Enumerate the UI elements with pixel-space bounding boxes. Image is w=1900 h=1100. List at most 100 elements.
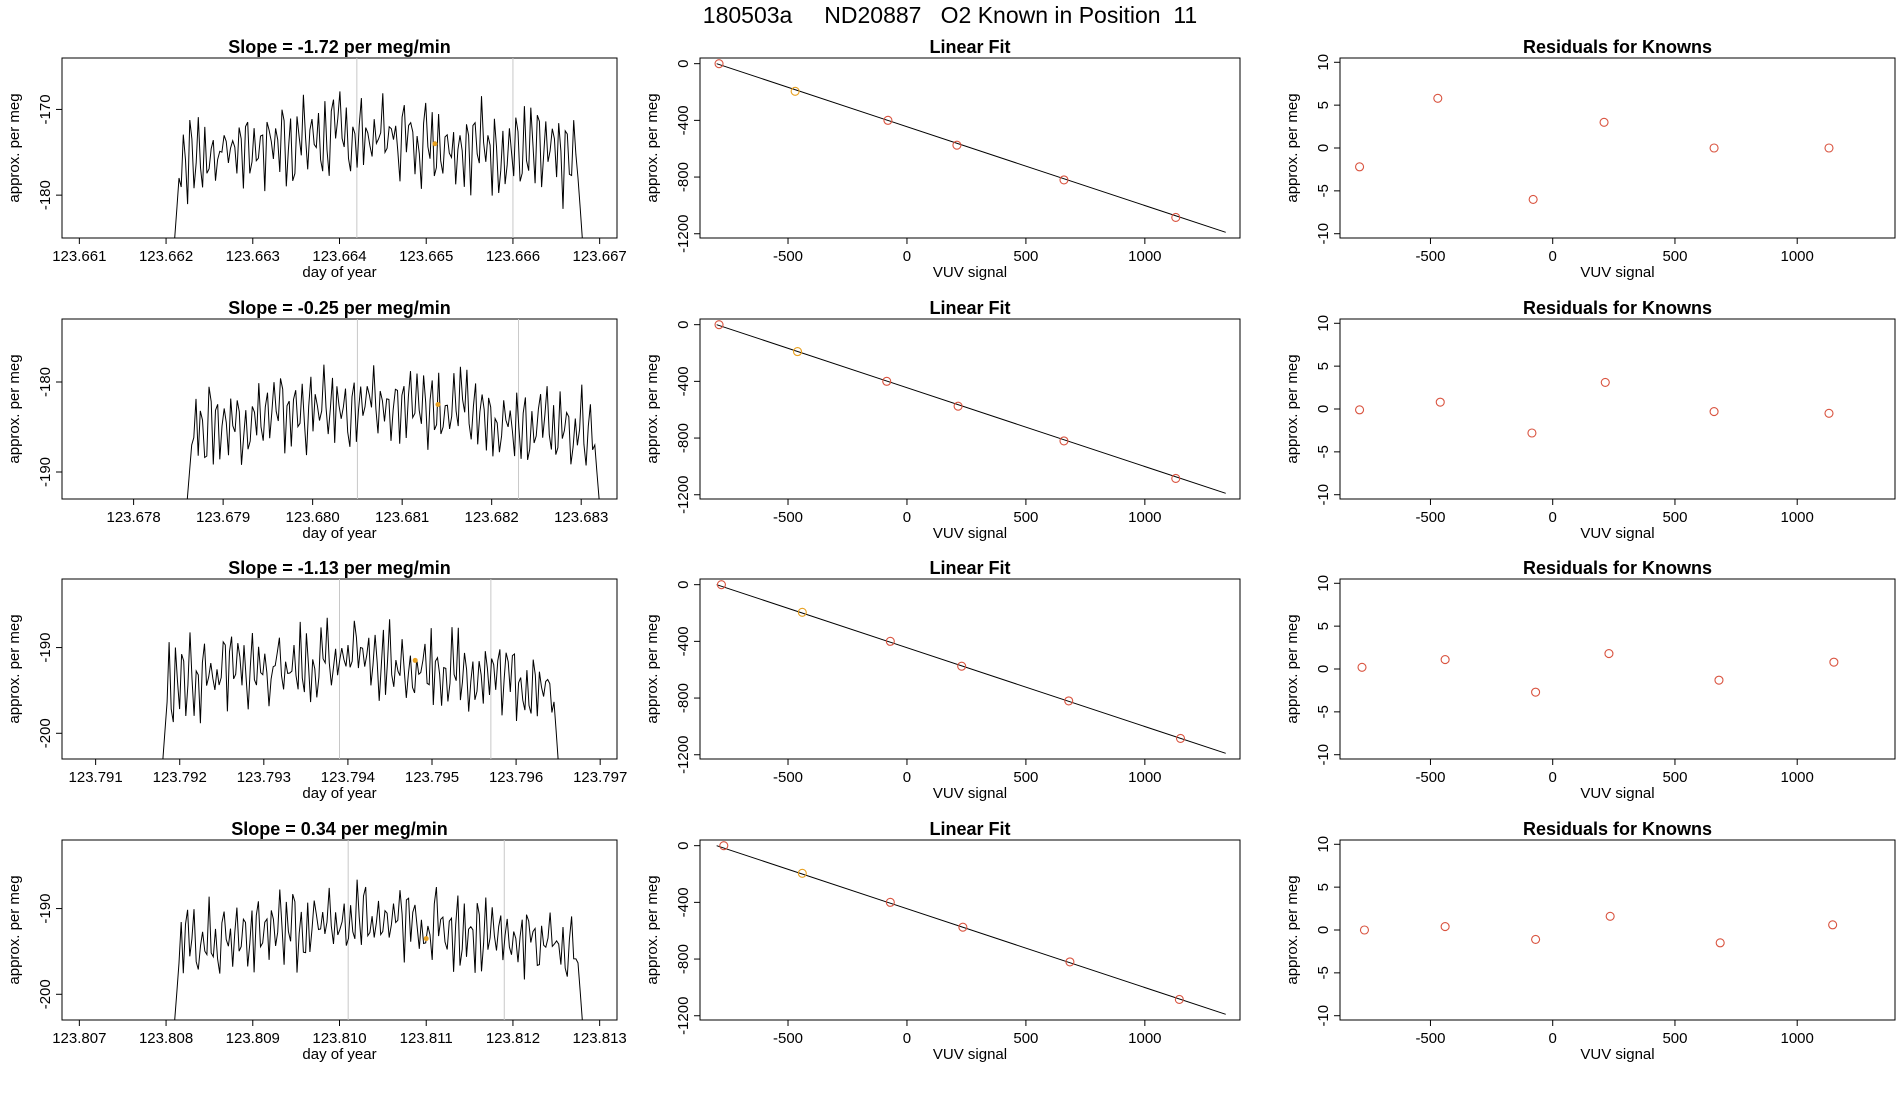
y-tick-label: -10: [1315, 1005, 1332, 1027]
x-tick-label: 123.667: [573, 248, 627, 265]
x-tick-label: 123.661: [52, 248, 106, 265]
x-tick-label: 123.664: [312, 248, 366, 265]
data-point: [885, 636, 895, 646]
highlight-point: [435, 402, 441, 407]
x-tick-label: 123.666: [486, 248, 540, 265]
data-point: [1604, 649, 1614, 659]
data-point: [957, 661, 967, 671]
y-axis-label: approx. per meg: [644, 614, 661, 723]
y-tick-label: -400: [675, 626, 692, 656]
plot-frame: [1339, 839, 1896, 1021]
y-axis-label: approx. per meg: [6, 614, 23, 723]
data-point: [953, 401, 963, 411]
panel-2: Slope = -1.13 per meg/min 123.791 123.792 1…: [6, 558, 627, 802]
y-tick-label: 10: [1315, 315, 1332, 332]
plot-frame: [61, 318, 618, 500]
data-point: [714, 59, 724, 69]
y-tick-label: -200: [37, 979, 54, 1009]
data-point: [1531, 934, 1541, 944]
x-tick-label: 123.678: [106, 509, 160, 526]
x-tick-label: 123.796: [489, 769, 543, 786]
x-tick-label: 123.797: [573, 769, 627, 786]
x-tick-label: 123.808: [139, 1030, 193, 1047]
y-axis-label: approx. per meg: [1284, 875, 1301, 984]
x-tick-label: 500: [1013, 248, 1038, 265]
data-point: [1440, 655, 1450, 665]
x-tick-label: -500: [773, 769, 803, 786]
fit-line: [716, 845, 1226, 1015]
y-tick-label: 0: [675, 841, 692, 849]
y-tick-label: -800: [675, 944, 692, 974]
x-tick-label: 1000: [1781, 248, 1814, 265]
highlight-point: [792, 347, 803, 357]
series-line: [67, 879, 583, 1020]
x-tick-label: -500: [773, 248, 803, 265]
x-tick-label: 0: [903, 509, 911, 526]
data-point: [1059, 436, 1069, 446]
highlight-point: [797, 607, 807, 617]
data-point: [719, 841, 729, 851]
x-tick-label: 1000: [1128, 509, 1161, 526]
x-tick-label: 123.665: [399, 248, 453, 265]
x-tick-label: -500: [1415, 248, 1445, 265]
x-tick-label: 1000: [1781, 769, 1814, 786]
panel-title: Residuals for Knowns: [1523, 819, 1712, 839]
x-tick-label: 500: [1662, 1030, 1687, 1047]
panel-9: Residuals for Knowns -500 0 500 1000 -10 -5 0 5 1…: [1284, 298, 1896, 542]
plot-frame: [699, 578, 1241, 760]
y-tick-label: -1200: [675, 736, 692, 774]
y-axis-label: approx. per meg: [1284, 93, 1301, 202]
x-tick-label: 123.682: [465, 509, 519, 526]
y-tick-label: -10: [1315, 744, 1332, 766]
x-tick-label: 500: [1662, 509, 1687, 526]
y-axis-label: approx. per meg: [6, 875, 23, 984]
y-tick-label: 5: [1315, 883, 1332, 891]
y-tick-label: 0: [1315, 144, 1332, 152]
highlight-point: [423, 936, 429, 942]
y-tick-label: -180: [37, 180, 54, 210]
panel-title: Linear Fit: [929, 37, 1010, 57]
x-tick-label: 123.811: [400, 1030, 453, 1047]
panel-4: Linear Fit -500 0 500 1000 -1200 -800 -400 0 VUV …: [644, 37, 1241, 281]
x-tick-label: 123.791: [69, 769, 123, 786]
data-point: [1174, 994, 1184, 1004]
x-axis-label: VUV signal: [933, 1046, 1007, 1063]
y-tick-label: 0: [1315, 665, 1332, 673]
x-tick-label: 123.810: [312, 1030, 366, 1047]
data-point: [1440, 922, 1450, 932]
data-point: [1709, 407, 1719, 417]
y-tick-label: -800: [675, 683, 692, 713]
y-tick-label: 0: [675, 580, 692, 588]
plot-frame: [699, 318, 1241, 500]
y-tick-label: 0: [1315, 405, 1332, 413]
panel-title: Linear Fit: [929, 558, 1010, 578]
y-tick-label: -190: [37, 457, 54, 487]
panel-title: Slope = 0.34 per meg/min: [231, 819, 448, 839]
data-point: [882, 376, 892, 386]
x-axis-label: VUV signal: [933, 525, 1007, 542]
x-axis-label: day of year: [302, 785, 376, 802]
data-point: [1433, 93, 1443, 103]
x-tick-label: 123.812: [486, 1030, 540, 1047]
fit-line: [716, 63, 1226, 233]
panel-10: Residuals for Knowns -500 0 500 1000 -10 -5 0 5 1…: [1284, 558, 1896, 802]
panel-0: Slope = -1.72 per meg/min 123.661 123.662 1…: [6, 37, 627, 281]
x-tick-label: 123.794: [321, 769, 375, 786]
panel-3: Slope = 0.34 per meg/min 123.807 123.808 12…: [6, 819, 627, 1063]
x-axis-label: day of year: [302, 1046, 376, 1063]
panel-title: Residuals for Knowns: [1523, 37, 1712, 57]
y-tick-label: 0: [1315, 926, 1332, 934]
data-point: [1828, 920, 1838, 930]
y-tick-label: -5: [1315, 445, 1332, 458]
panel-title: Slope = -0.25 per meg/min: [228, 298, 451, 318]
plot-frame: [1339, 57, 1896, 239]
x-tick-label: 0: [1549, 509, 1557, 526]
data-point: [1605, 911, 1615, 921]
x-axis-label: VUV signal: [1580, 525, 1654, 542]
y-tick-label: 5: [1315, 622, 1332, 630]
y-tick-label: 0: [675, 59, 692, 67]
data-point: [1359, 925, 1369, 935]
highlight-point: [412, 657, 418, 663]
y-tick-label: 5: [1315, 362, 1332, 370]
